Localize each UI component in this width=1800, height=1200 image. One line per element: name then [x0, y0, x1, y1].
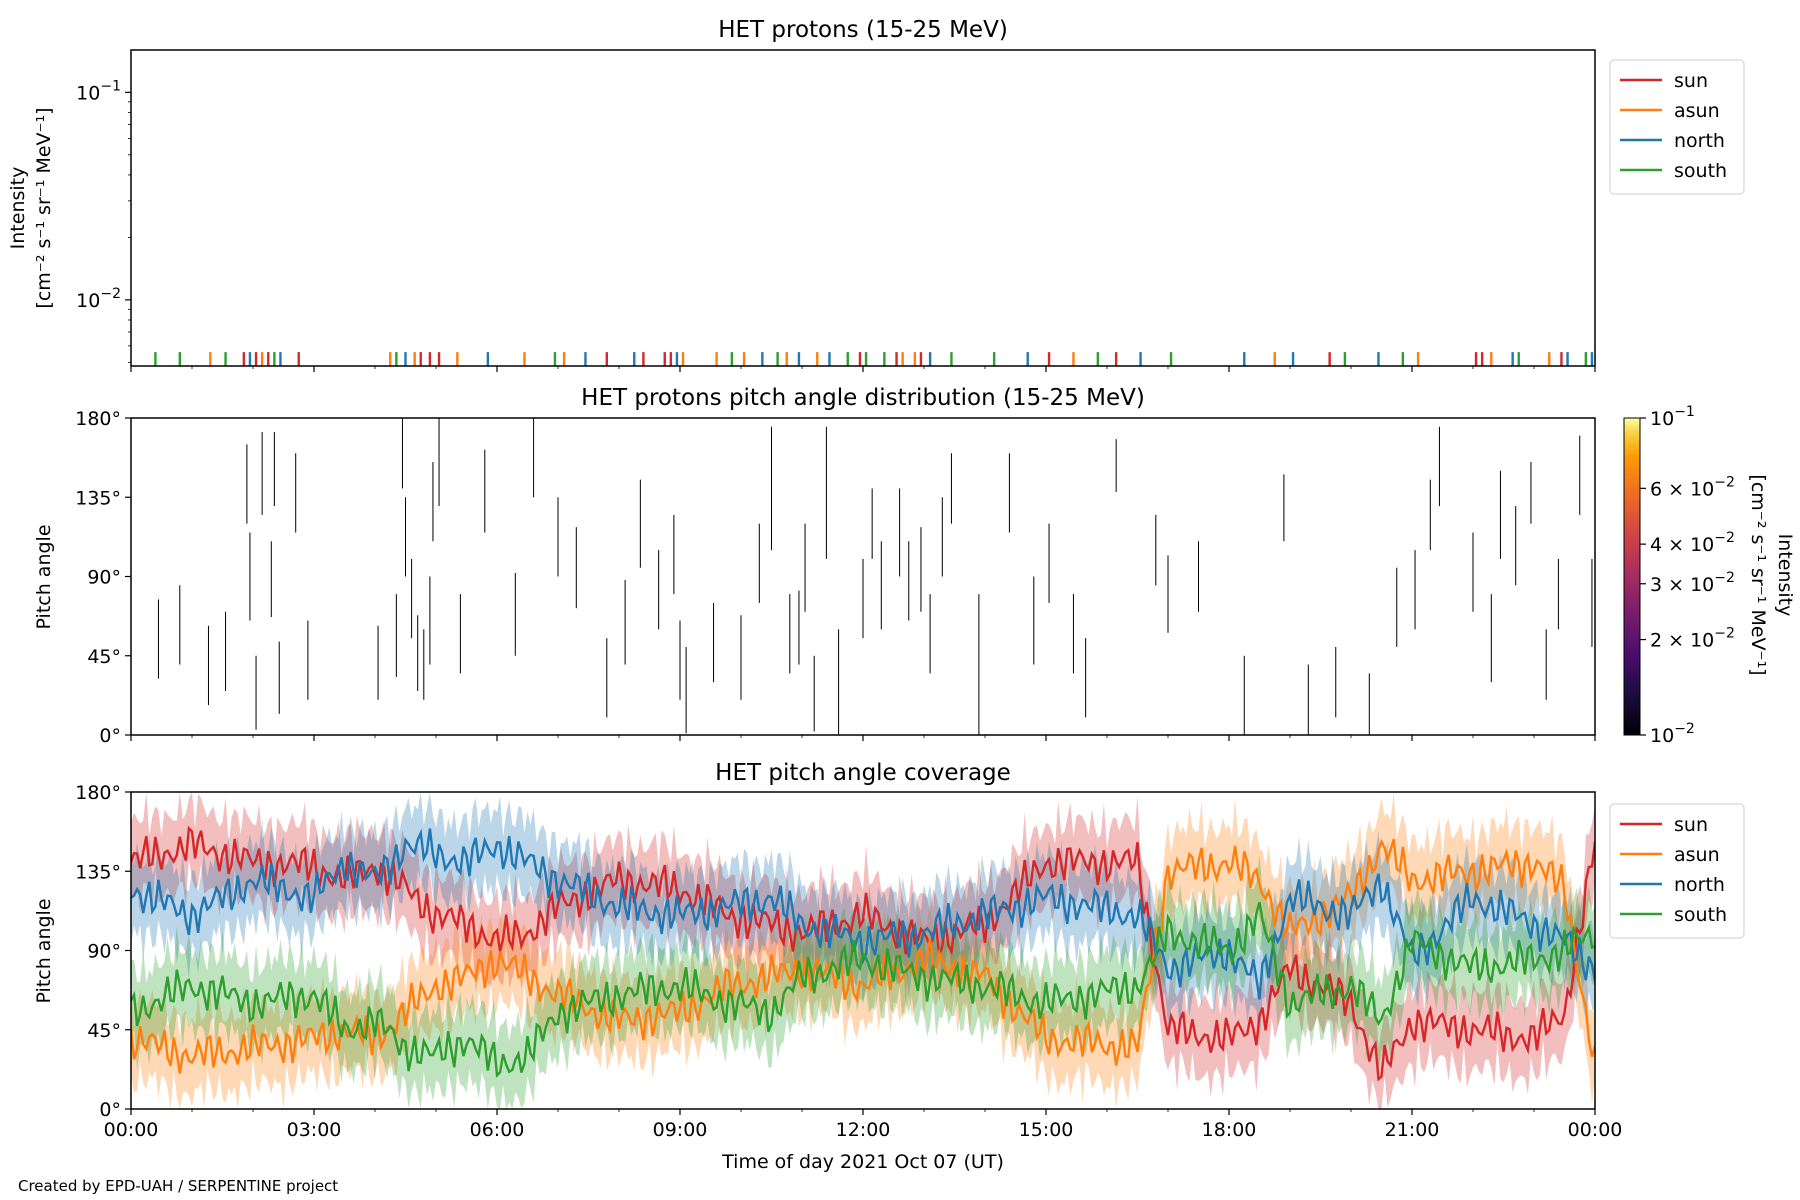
legend-box	[1609, 59, 1745, 195]
x-tick-label: 00:00	[104, 1119, 159, 1141]
legend-label-south: south	[1674, 160, 1727, 182]
coverage-band-south	[131, 854, 1595, 1109]
x-tick-label: 06:00	[470, 1119, 525, 1141]
x-tick-label: 21:00	[1385, 1119, 1440, 1141]
legend-box	[1609, 803, 1745, 939]
y-tick-label: 10−2	[76, 286, 121, 312]
colorbar	[1623, 417, 1641, 736]
colorbar-tick-label: 4 × 10−2	[1650, 530, 1735, 556]
legend-label-asun: asun	[1674, 100, 1720, 122]
y-tick-label: 10−1	[76, 78, 121, 104]
panel2-title: HET protons pitch angle distribution (15…	[581, 385, 1145, 411]
panel1-ylabel-line1: Intensity	[7, 167, 29, 250]
panel1-frame	[130, 49, 1596, 367]
y-tick-label: 45°	[87, 1020, 121, 1042]
y-tick-label: 90°	[87, 941, 121, 963]
x-tick-label: 18:00	[1202, 1119, 1257, 1141]
legend-label-sun: sun	[1674, 814, 1708, 836]
colorbar-tick-label: 2 × 10−2	[1650, 626, 1735, 652]
panel3-title: HET pitch angle coverage	[715, 760, 1011, 786]
coverage-line-sun	[131, 825, 1595, 1082]
y-tick-label: 135°	[75, 861, 121, 883]
colorbar-tick-label: 3 × 10−2	[1650, 570, 1735, 596]
y-tick-label: 0°	[99, 725, 121, 747]
pitch-angle-distribution-panel: HET protons pitch angle distribution (15…	[33, 385, 1796, 747]
legend-label-north: north	[1674, 130, 1725, 152]
colorbar-tick-label: 10−1	[1650, 404, 1695, 430]
panel3-ylabel: Pitch angle	[33, 898, 55, 1003]
intensity-panel: HET protons (15-25 MeV) 10−1 10−2 Intensi…	[7, 17, 1745, 372]
colorbar-label-line1: Intensity	[1774, 534, 1796, 617]
y-tick-label: 135°	[75, 487, 121, 509]
coverage-line-south	[131, 901, 1595, 1078]
pitch-angle-coverage-panel: HET pitch angle coverage 0° 45° 90° 135° 180…	[33, 760, 1745, 1141]
colorbar-tick-label: 10−2	[1650, 721, 1695, 747]
panel3-legend: sun asun north south	[1609, 803, 1745, 939]
legend-label-south: south	[1674, 904, 1727, 926]
x-tick-label: 15:00	[1019, 1119, 1074, 1141]
x-tick-label: 12:00	[836, 1119, 891, 1141]
y-tick-label: 90°	[87, 567, 121, 589]
x-axis-label: Time of day 2021 Oct 07 (UT)	[721, 1151, 1004, 1173]
y-tick-label: 180°	[75, 408, 121, 430]
colorbar-label-line2: [cm⁻² s⁻¹ sr⁻¹ MeV⁻¹]	[1747, 474, 1769, 675]
coverage-line-north	[131, 828, 1595, 1000]
legend-label-sun: sun	[1674, 70, 1708, 92]
x-tick-label: 00:00	[1568, 1119, 1623, 1141]
panel1-legend: sun asun north south	[1609, 59, 1745, 195]
y-tick-label: 0°	[99, 1099, 121, 1121]
panel1-ylabel-line2: [cm⁻² s⁻¹ sr⁻¹ MeV⁻¹]	[33, 107, 55, 308]
legend-label-north: north	[1674, 874, 1725, 896]
y-tick-label: 45°	[87, 646, 121, 668]
x-tick-label: 09:00	[653, 1119, 708, 1141]
panel2-ylabel: Pitch angle	[33, 524, 55, 629]
panel1-title: HET protons (15-25 MeV)	[718, 17, 1008, 43]
credit-text: Created by EPD-UAH / SERPENTINE project	[18, 1177, 338, 1195]
colorbar-tick-label: 6 × 10−2	[1650, 474, 1735, 500]
legend-label-asun: asun	[1674, 844, 1720, 866]
y-tick-label: 180°	[75, 782, 121, 804]
x-tick-label: 03:00	[287, 1119, 342, 1141]
